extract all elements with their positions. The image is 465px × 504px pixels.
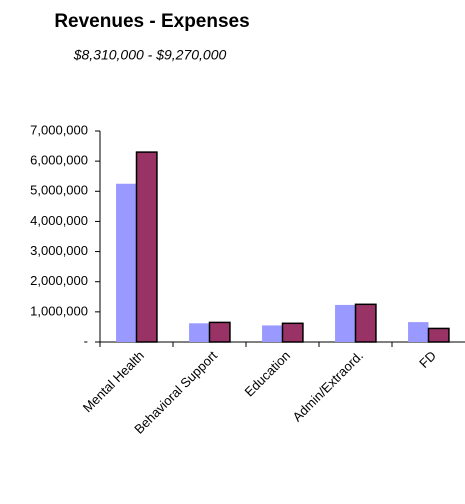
y-tick-label: 6,000,000	[30, 153, 88, 168]
bar	[189, 323, 210, 342]
bar	[262, 325, 283, 342]
y-tick-label: 4,000,000	[30, 213, 88, 228]
x-tick-label: Behavioral Support	[131, 348, 220, 437]
y-tick-label: 7,000,000	[30, 122, 88, 137]
y-tick-label: -	[84, 333, 88, 348]
bar	[408, 322, 429, 342]
chart-title: Revenues - Expenses	[54, 11, 249, 32]
y-tick-label: 2,000,000	[30, 273, 88, 288]
y-tick-label: 1,000,000	[30, 303, 88, 318]
bar	[335, 304, 356, 342]
x-tick-label: Education	[242, 348, 293, 399]
y-tick-label: 5,000,000	[30, 183, 88, 198]
bar	[427, 327, 450, 343]
chart-subtitle: $8,310,000 - $9,270,000	[73, 47, 227, 63]
x-tick-label: FD	[416, 348, 439, 371]
x-tick-label: Admin/Extraord.	[290, 348, 367, 425]
y-tick-label: 3,000,000	[30, 243, 88, 258]
x-tick-label: Mental Health	[80, 348, 147, 415]
bar	[281, 322, 304, 343]
bar	[116, 183, 137, 342]
bar	[135, 151, 158, 343]
bar	[354, 303, 377, 343]
bar	[208, 321, 231, 343]
